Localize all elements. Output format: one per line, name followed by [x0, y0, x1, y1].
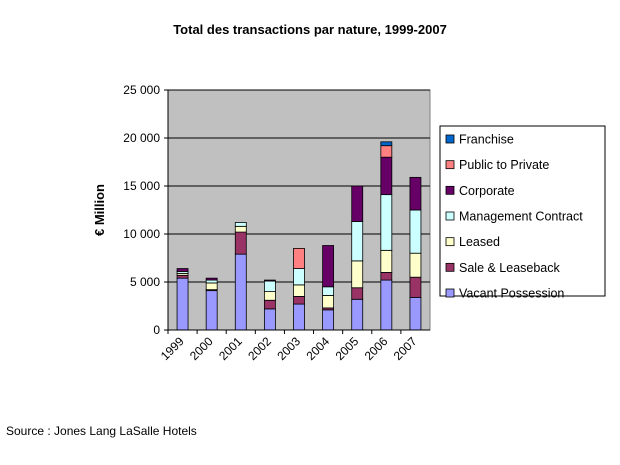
- bar-segment: [293, 284, 305, 297]
- x-axis-ticks: 1999 2000 2001 2002 2003 2004 2005 2006 2007: [158, 329, 430, 363]
- bar-segment: [205, 277, 218, 281]
- bar-segment: [293, 268, 305, 286]
- bar-segment: [263, 280, 276, 293]
- legend-entry: Leased: [459, 235, 500, 249]
- x-tick-label: 2000: [187, 334, 216, 363]
- bar-segment: [234, 222, 247, 227]
- bar-segment: [293, 303, 305, 331]
- bar-segment: [351, 298, 364, 331]
- y-axis-label: € Million: [92, 184, 107, 236]
- bar-segment: [409, 209, 422, 254]
- legend: Franchise Public to Private Corporate Manag…: [439, 125, 606, 301]
- bar-segment: [263, 279, 276, 282]
- y-axis-ticks: 0 5 000 10 000 15 000 20 000 25 000: [123, 83, 169, 337]
- y-tick-label: 15 000: [123, 179, 160, 193]
- legend-swatch: [445, 262, 455, 272]
- bar-segment: [205, 282, 218, 291]
- bar-segment: [234, 253, 247, 331]
- x-tick-label: 2007: [391, 334, 420, 363]
- bar-segment: [380, 194, 393, 251]
- legend-entry: Franchise: [459, 133, 514, 147]
- bar-segment: [409, 252, 422, 278]
- bar-segment: [351, 287, 364, 300]
- bar-segment: [322, 245, 335, 288]
- bar-segment: [380, 141, 393, 147]
- y-tick-label: 5 000: [130, 275, 160, 289]
- bar-segment: [380, 279, 393, 331]
- bar-segment: [234, 225, 247, 233]
- bar-segment: [322, 295, 335, 309]
- bar-segment: [176, 274, 189, 279]
- x-tick-label: 2004: [303, 334, 332, 363]
- x-tick-label: 2006: [362, 334, 391, 363]
- bar-segment: [351, 185, 364, 222]
- chart-title: Total des transactions par nature, 1999-…: [173, 22, 447, 37]
- legend-swatch: [445, 134, 455, 144]
- bar-segment: [380, 156, 393, 196]
- legend-entry: Management Contract: [459, 210, 583, 224]
- source-note: Source : Jones Lang LaSalle Hotels: [6, 424, 197, 438]
- bar-segment: [176, 268, 189, 272]
- bar-segment: [322, 286, 335, 296]
- y-tick-label: 10 000: [123, 227, 160, 241]
- y-tick-label: 20 000: [123, 131, 160, 145]
- y-tick-label: 0: [153, 323, 160, 337]
- legend-swatch: [445, 211, 455, 221]
- bar-segment: [380, 271, 393, 281]
- legend-entry: Sale & Leaseback: [459, 261, 561, 275]
- legend-box: [439, 125, 606, 297]
- bar-segment: [380, 249, 393, 273]
- bar-segment: [263, 299, 276, 310]
- legend-swatch: [445, 288, 455, 298]
- bar-segment: [351, 221, 364, 262]
- bar-segment: [263, 308, 276, 331]
- bar-segment: [205, 279, 218, 284]
- legend-swatch: [445, 185, 455, 195]
- legend-entry: Public to Private: [459, 158, 549, 172]
- legend-swatch: [445, 160, 455, 170]
- bar-segment: [205, 290, 218, 331]
- bar-segment: [322, 309, 335, 331]
- bar-segment: [409, 276, 422, 298]
- bar-segment: [293, 295, 305, 305]
- x-tick-label: 2003: [274, 334, 303, 363]
- bar-segment: [409, 296, 422, 331]
- x-tick-label: 2001: [216, 334, 245, 363]
- bar-segment: [263, 291, 276, 301]
- bar-segment: [409, 176, 422, 211]
- bar-segment: [380, 145, 393, 158]
- legend-entry: Vacant Possession: [459, 287, 564, 301]
- bars: [176, 141, 422, 331]
- x-tick-label: 2002: [245, 334, 274, 363]
- bar-segment: [351, 260, 364, 289]
- legend-swatch: [445, 237, 455, 247]
- bar-segment: [234, 231, 247, 255]
- bar-segment: [293, 247, 305, 269]
- x-tick-label: 1999: [158, 334, 187, 363]
- bar-segment: [176, 277, 189, 331]
- legend-entry: Corporate: [459, 184, 515, 198]
- x-tick-label: 2005: [333, 334, 362, 363]
- y-tick-label: 25 000: [123, 83, 160, 97]
